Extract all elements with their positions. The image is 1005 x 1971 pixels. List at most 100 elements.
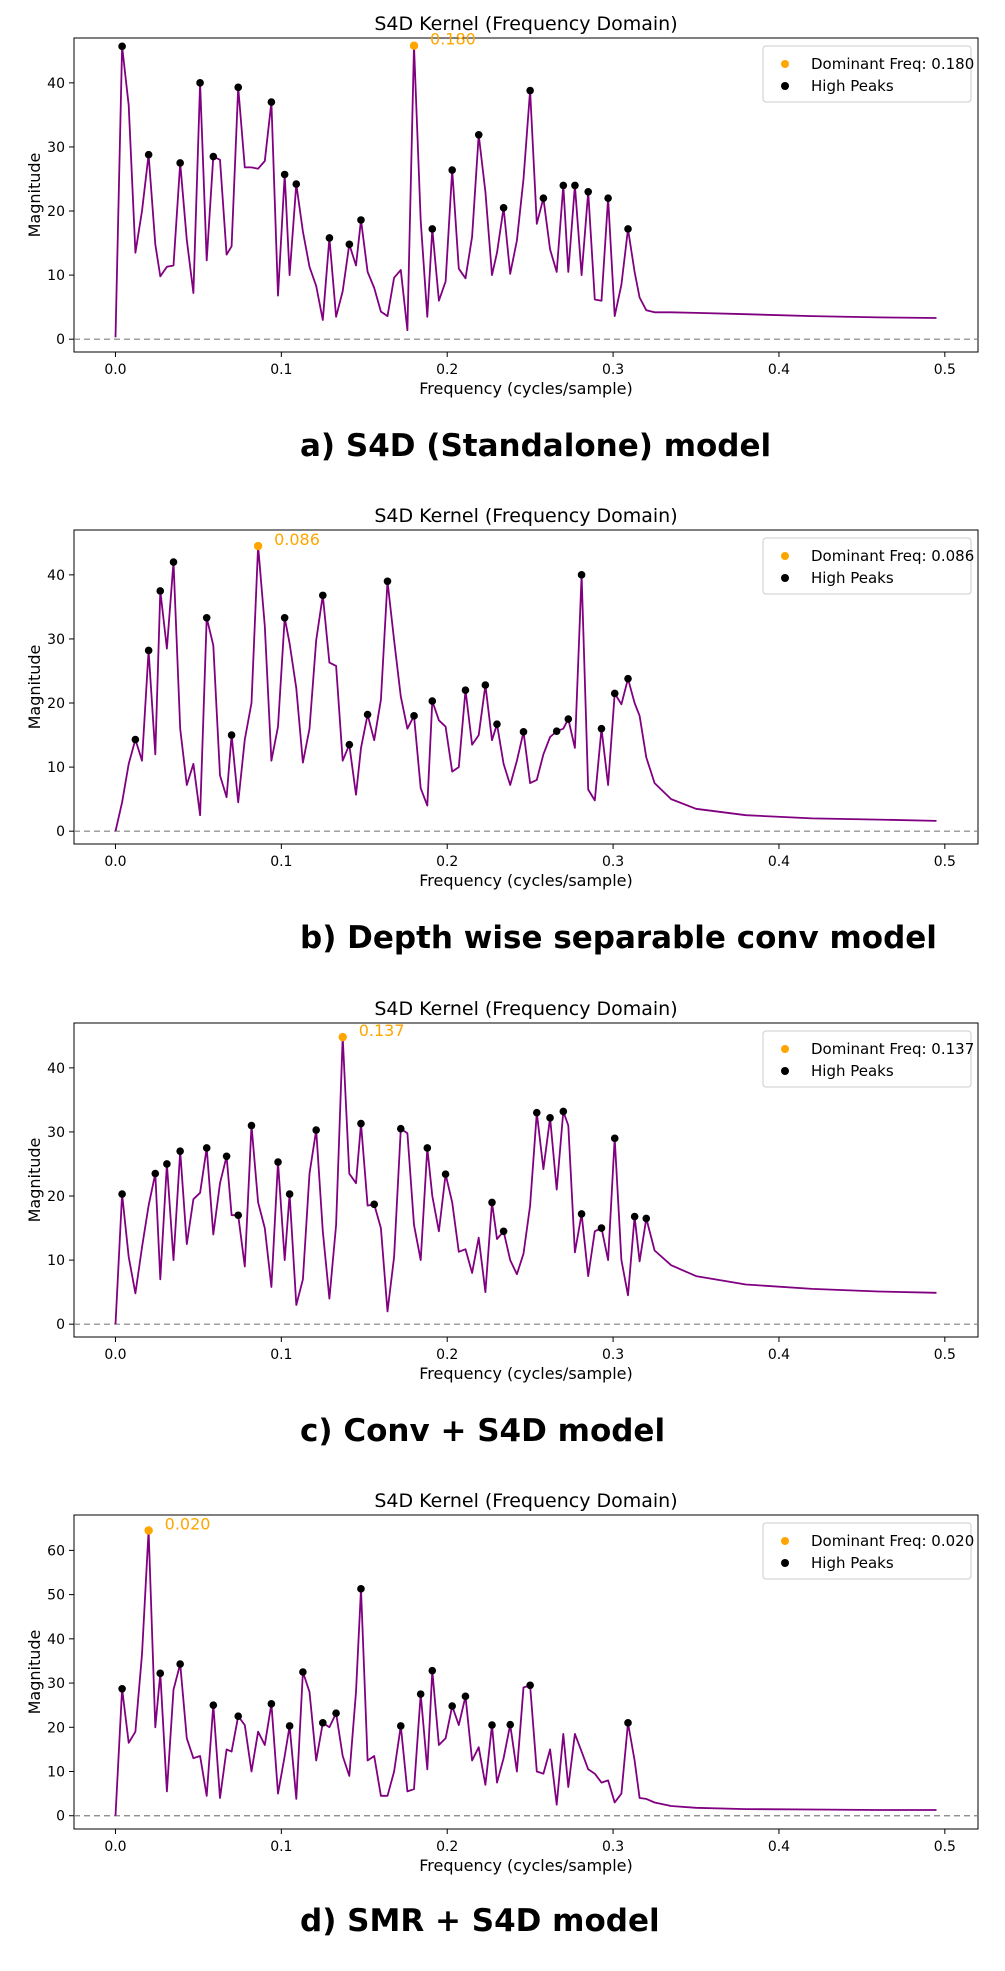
high-peak-marker (481, 681, 490, 689)
legend-label-peaks: High Peaks (811, 77, 894, 95)
high-peak-marker (285, 1722, 294, 1730)
high-peak-marker (144, 150, 153, 159)
y-tick-label: 30 (47, 1125, 65, 1141)
x-tick-label: 0.1 (270, 1839, 292, 1855)
y-tick-label: 20 (47, 1189, 65, 1205)
high-peak-marker (448, 166, 456, 174)
x-tick-label: 0.2 (436, 854, 458, 870)
legend: Dominant Freq: 0.086 High Peaks (762, 537, 974, 595)
high-peak-marker (280, 170, 289, 179)
high-peak-marker (493, 720, 501, 728)
high-peak-marker (559, 181, 568, 190)
high-peak-marker (474, 130, 483, 139)
legend-dominant-marker (781, 1537, 789, 1545)
panel-caption: b) Depth wise separable conv model (300, 920, 937, 956)
high-peak-marker (532, 1108, 541, 1117)
high-peak-marker (559, 1107, 568, 1116)
high-peak-marker (506, 1720, 515, 1729)
chart-title: S4D Kernel (Frequency Domain) (374, 1490, 677, 1512)
legend: Dominant Freq: 0.020 High Peaks (762, 1522, 974, 1580)
high-peak-marker (312, 1126, 320, 1134)
y-tick-label: 30 (47, 1676, 65, 1692)
high-peak-marker (396, 1722, 405, 1730)
high-peak-marker (383, 577, 392, 586)
legend-dominant-marker (781, 60, 789, 68)
x-tick-label: 0.2 (436, 1839, 458, 1855)
y-axis-label: Magnitude (25, 153, 44, 238)
chart-svg: S4D Kernel (Frequency Domain) 0.0 0.1 0.2 0.… (25, 505, 979, 890)
legend-box (762, 537, 972, 595)
high-peak-marker (163, 1160, 171, 1168)
high-peak-marker (267, 1700, 276, 1708)
high-peak-marker (423, 1144, 432, 1152)
legend-dominant-marker (781, 1045, 789, 1053)
y-tick-label: 10 (47, 760, 65, 776)
high-peak-marker (357, 1585, 365, 1593)
high-peak-marker (488, 1721, 496, 1729)
high-peak-marker (428, 1666, 437, 1675)
high-peak-marker (552, 727, 561, 736)
x-tick-label: 0.5 (934, 362, 956, 378)
high-peak-marker (448, 1702, 456, 1710)
legend-box (762, 1522, 972, 1580)
high-peak-marker (196, 79, 204, 87)
axes-frame (73, 37, 979, 353)
high-peak-marker (151, 1169, 160, 1178)
legend-label-dominant: Dominant Freq: 0.020 (811, 1532, 974, 1550)
high-peak-marker (118, 1685, 126, 1693)
high-peak-marker (357, 1119, 365, 1128)
legend: Dominant Freq: 0.180 High Peaks (762, 45, 974, 103)
high-peak-marker (267, 98, 276, 106)
high-peak-marker (441, 1170, 450, 1179)
legend-label-dominant: Dominant Freq: 0.180 (811, 55, 974, 73)
x-tick-label: 0.5 (934, 1347, 956, 1363)
dominant-freq-annotation: 0.086 (274, 530, 320, 549)
high-peak-marker (410, 712, 418, 720)
high-peak-marker (428, 225, 437, 233)
x-tick-label: 0.1 (270, 362, 292, 378)
dominant-freq-marker (338, 1032, 347, 1042)
x-tick-label: 0.2 (436, 1347, 458, 1363)
high-peak-marker (363, 710, 372, 719)
legend-dominant-marker (781, 552, 789, 560)
high-peak-marker (319, 591, 327, 600)
high-peak-marker (156, 1669, 165, 1678)
high-peak-marker (319, 1719, 327, 1727)
y-tick-label: 20 (47, 1720, 65, 1736)
x-tick-label: 0.4 (768, 1347, 790, 1363)
chart-title: S4D Kernel (Frequency Domain) (374, 13, 677, 35)
high-peak-marker (118, 1190, 126, 1198)
legend-peaks-marker (781, 82, 789, 90)
high-peak-marker (526, 1681, 534, 1690)
dominant-freq-marker (409, 41, 419, 50)
x-axis-label: Frequency (cycles/sample) (419, 1856, 632, 1875)
high-peak-marker (396, 1124, 405, 1133)
y-tick-label: 40 (47, 1632, 65, 1648)
x-tick-label: 0.4 (768, 1839, 790, 1855)
x-tick-label: 0.3 (602, 362, 624, 378)
high-peak-marker (274, 1158, 282, 1166)
legend-label-peaks: High Peaks (811, 1062, 894, 1080)
legend: Dominant Freq: 0.137 High Peaks (762, 1030, 974, 1088)
legend-label-dominant: Dominant Freq: 0.137 (811, 1040, 974, 1058)
x-tick-label: 0.4 (768, 362, 790, 378)
y-tick-label: 60 (47, 1543, 65, 1559)
magnitude-line (114, 1036, 937, 1325)
high-peak-marker (176, 159, 184, 167)
y-tick-label: 20 (47, 696, 65, 712)
x-tick-label: 0.5 (934, 1839, 956, 1855)
high-peak-marker (222, 1152, 231, 1161)
high-peak-marker (234, 83, 243, 92)
high-peak-marker (571, 181, 579, 190)
high-peak-marker (292, 180, 301, 188)
y-tick-label: 0 (56, 332, 65, 348)
high-peak-marker (604, 194, 612, 203)
panel-caption: c) Conv + S4D model (300, 1413, 666, 1449)
high-peak-marker (118, 42, 126, 51)
high-peak-marker (624, 674, 632, 683)
y-tick-label: 50 (47, 1588, 65, 1604)
axes-frame (73, 1514, 979, 1830)
legend-label-dominant: Dominant Freq: 0.086 (811, 547, 974, 565)
high-peak-marker (499, 1227, 508, 1236)
high-peak-marker (416, 1690, 425, 1698)
